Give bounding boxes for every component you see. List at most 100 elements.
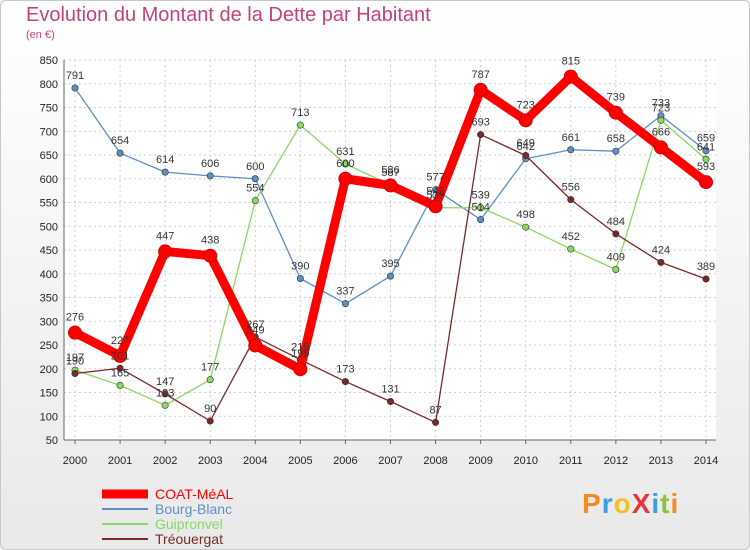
series-3-point: [522, 151, 530, 159]
x-tick-label: 2003: [198, 455, 222, 467]
y-tick-label: 800: [40, 79, 58, 91]
y-tick-label: 850: [40, 55, 58, 67]
y-tick-label: 400: [40, 269, 58, 281]
series-3-data-label: 190: [66, 356, 84, 368]
series-3-point: [657, 258, 665, 266]
series-2-data-label: 554: [246, 183, 264, 195]
y-tick-label: 650: [40, 150, 58, 162]
y-tick-label: 350: [40, 293, 58, 305]
series-2-point: [477, 204, 485, 212]
series-2-point: [567, 245, 575, 253]
y-tick-label: 250: [40, 340, 58, 352]
y-tick-label: 100: [40, 411, 58, 423]
series-0-point: [653, 140, 668, 155]
series-1-data-label: 654: [111, 135, 129, 147]
x-tick-label: 2014: [694, 455, 718, 467]
series-1-data-label: 395: [381, 258, 399, 270]
y-tick-label: 150: [40, 388, 58, 400]
x-tick-label: 2010: [513, 455, 537, 467]
series-1-point: [341, 300, 349, 308]
series-2-data-label: 587: [381, 167, 399, 179]
grid: [64, 59, 716, 441]
series-1-point: [296, 274, 304, 282]
series-2-point: [296, 121, 304, 129]
legend-label-1: Bourg-Blanc: [155, 501, 232, 517]
series-1-point: [161, 168, 169, 176]
series-1-data-label: 642: [517, 141, 535, 153]
series-3-data-label: 173: [336, 364, 354, 376]
series-2-data-label: 165: [111, 367, 129, 379]
legend-label-2: Guipronvel: [155, 516, 223, 532]
series-2-data-label: 452: [562, 231, 580, 243]
y-tick-label: 200: [40, 364, 58, 376]
x-tick-label: 2005: [288, 455, 312, 467]
y-tick-label: 300: [40, 316, 58, 328]
series-1-point: [71, 84, 79, 92]
series-0-data-label: 227: [111, 335, 129, 347]
series-0-point: [383, 178, 398, 193]
series-1-data-label: 600: [246, 161, 264, 173]
series-0-data-label: 249: [246, 324, 264, 336]
series-3-data-label: 267: [246, 319, 264, 331]
y-tick-label: 450: [40, 245, 58, 257]
x-tick-label: 2011: [559, 455, 583, 467]
series-3-point: [161, 390, 169, 398]
series-2-data-label: 641: [697, 141, 715, 153]
chart-subtitle: (en €): [26, 29, 55, 41]
series-1-data-label: 658: [607, 133, 625, 145]
series-3-point: [71, 369, 79, 377]
series-0-data-label: 276: [66, 312, 84, 324]
series-0-data-label: 586: [381, 164, 399, 176]
series-3-data-label: 201: [111, 350, 129, 362]
series-0-point: [158, 244, 173, 259]
series-2-point: [657, 116, 665, 124]
series-0-data-label: 666: [652, 126, 670, 138]
series-2-point: [522, 223, 530, 231]
y-tick-label: 50: [46, 435, 58, 447]
x-tick-label: 2006: [333, 455, 357, 467]
series-1-data-label: 791: [66, 70, 84, 82]
series-0-point: [293, 362, 308, 377]
series-1-point: [386, 272, 394, 280]
series-3-point: [567, 196, 575, 204]
series-2-point: [161, 401, 169, 409]
series-0-point: [518, 113, 533, 128]
series-3-point: [612, 230, 620, 238]
series-2-data-label: 197: [66, 352, 84, 364]
series-0-point: [203, 248, 218, 263]
series-3-data-label: 90: [204, 403, 216, 415]
chart-title: Evolution du Montant de la Dette par Hab…: [26, 4, 431, 26]
series-2-data-label: 123: [156, 387, 174, 399]
series-lines: [68, 69, 713, 426]
series-0-point: [699, 175, 713, 190]
series-0-data-label: 542: [426, 185, 444, 197]
series-1-data-label: 577: [426, 172, 444, 184]
series-1-data-label: 659: [697, 133, 715, 145]
series-0-point: [338, 171, 353, 186]
series-0-data-label: 723: [517, 99, 535, 111]
series-0-data-label: 600: [336, 158, 354, 170]
series-3-data-label: 219: [291, 342, 309, 354]
series-3-point: [477, 131, 485, 139]
series-2-point: [116, 381, 124, 389]
series-1-point: [702, 147, 710, 155]
series-3-data-label: 484: [607, 216, 625, 228]
series-3-data-label: 424: [652, 244, 670, 256]
series-3-point: [702, 275, 710, 283]
series-1-point: [612, 147, 620, 155]
series-0-data-label: 593: [697, 161, 715, 173]
series-1-point: [206, 172, 214, 180]
series-0-data-label: 438: [201, 235, 219, 247]
series-1-point: [477, 216, 485, 224]
x-tick-label: 2004: [243, 455, 267, 467]
data-labels: 276 227 447 438 249 199 600 586 542 787 723 815 739 6…: [66, 56, 715, 417]
series-2-point: [612, 265, 620, 273]
series-1-data-label: 614: [156, 154, 174, 166]
series-0-point: [113, 348, 128, 363]
x-tick-label: 2008: [423, 455, 447, 467]
series-0-point: [473, 82, 488, 97]
series-2-data-label: 723: [652, 102, 670, 114]
series-2-data-label: 713: [291, 107, 309, 119]
x-tick-label: 2002: [153, 455, 177, 467]
